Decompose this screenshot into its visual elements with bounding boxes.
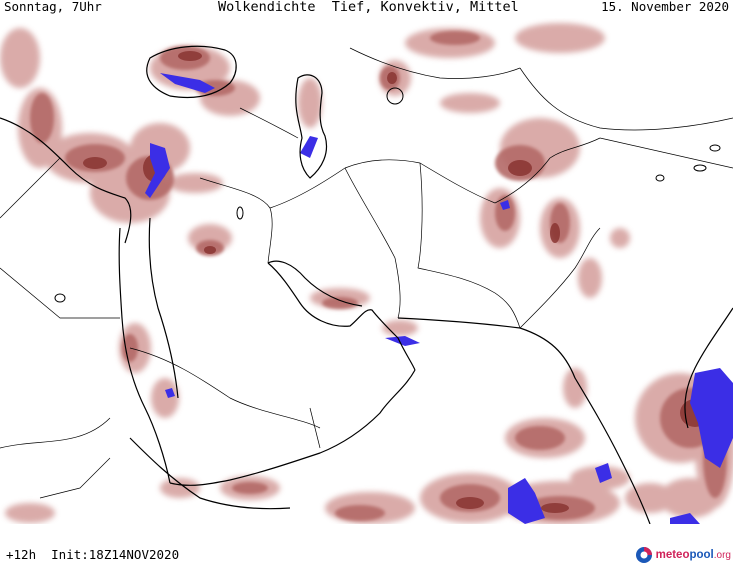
meteopool-logo[interactable]: meteopool.org xyxy=(635,545,731,565)
caspian-sea-coast xyxy=(295,74,328,179)
forecast-date: 15. November 2020 xyxy=(601,0,729,14)
logo-text: meteopool.org xyxy=(656,549,731,561)
logo-text-pool: pool xyxy=(689,549,714,561)
coastlines-borders xyxy=(0,45,733,524)
red-sea-coast xyxy=(118,227,171,484)
cloud-cover-layer xyxy=(0,23,733,524)
logo-text-org: .org xyxy=(713,550,731,561)
logo-text-meteo: meteo xyxy=(655,549,690,561)
meteopool-logo-icon xyxy=(635,547,652,563)
black-sea-coast xyxy=(146,45,237,99)
mediterranean-coast xyxy=(0,117,132,244)
forecast-day-time: Sonntag, 7Uhr xyxy=(4,0,102,14)
map-title: Wolkendichte Tief, Konvektiv, Mittel xyxy=(218,0,519,15)
south-asia-coast xyxy=(397,317,651,524)
cloud-density-map xyxy=(0,18,733,524)
forecast-lead-init: +12h Init:18Z14NOV2020 xyxy=(6,547,180,562)
persian-gulf-coast xyxy=(267,262,416,371)
arabia-south-coast xyxy=(169,369,416,486)
horn-of-africa-coast xyxy=(129,437,291,510)
